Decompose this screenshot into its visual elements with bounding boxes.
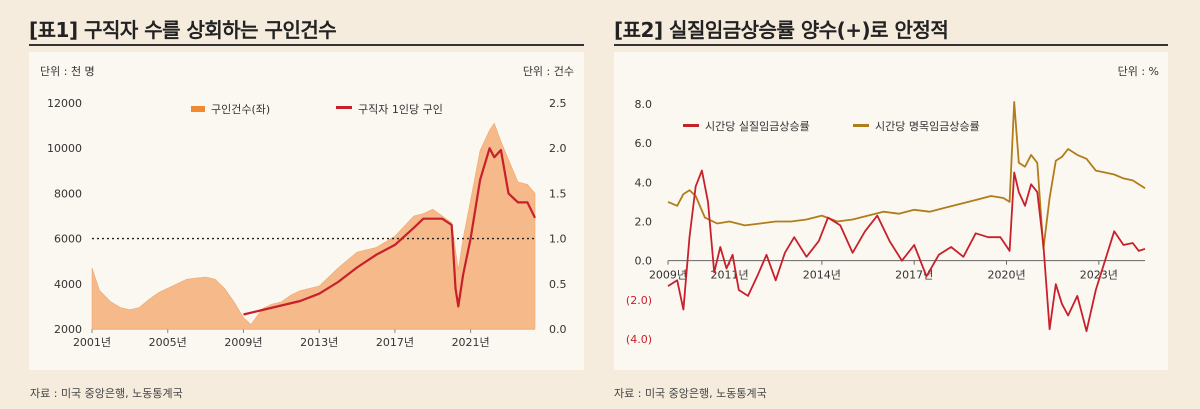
legend-swatch-nominal <box>853 124 869 127</box>
y-left-tick-label: 6000 <box>54 233 82 246</box>
chart-1-legend: 구인건수(좌) 구직자 1인당 구인 <box>191 103 443 116</box>
legend-label-nominal: 시간당 명목임금상승률 <box>875 120 980 133</box>
y-left-tick-label: 12000 <box>47 97 82 110</box>
chart-1-title-rule <box>29 44 584 46</box>
y-tick-label: 2.0 <box>635 216 653 229</box>
chart-1-plot <box>91 122 536 330</box>
chart-1-unit-left: 단위 : 천 명 <box>40 64 95 78</box>
x-tick-label: 2011년 <box>710 269 748 282</box>
x-tick-label: 2009년 <box>224 336 262 349</box>
y-tick-label: (2.0) <box>626 294 652 307</box>
legend-label-red: 구직자 1인당 구인 <box>358 103 443 116</box>
y-right-tick-label: 2.5 <box>549 97 567 110</box>
x-tick-label: 2017년 <box>895 269 933 282</box>
y-left-tick-label: 2000 <box>54 323 82 336</box>
series-line-nominal-wage-growth <box>667 101 1146 250</box>
x-tick-label: 2017년 <box>376 336 414 349</box>
chart-2-svg: 단위 : % 8.06.04.02.00.0(2.0)(4.0) 2009년 20… <box>626 65 1159 346</box>
y-right-tick-label: 1.0 <box>549 233 567 246</box>
y-right-tick-label: 0.5 <box>549 278 567 291</box>
chart-2-title-rule <box>614 44 1168 46</box>
chart-2-x-axis: 2009년 2011년 2014년 2017년 2020년 2023년 <box>649 260 1145 282</box>
y-right-tick-label: 2.0 <box>549 142 567 155</box>
chart-1-svg: 단위 : 천 명 단위 : 건수 12000 10000 8000 6000 4000 2… <box>40 64 574 349</box>
series-line-openings-per-seeker <box>243 147 536 316</box>
chart-1-title: [표1] 구직자 수를 상회하는 구인건수 <box>29 18 337 42</box>
x-tick-label: 2020년 <box>987 269 1025 282</box>
chart-2-legend: 시간당 실질임금상승률 시간당 명목임금상승률 <box>683 120 980 133</box>
chart-1-source: 자료 : 미국 중앙은행, 노동통계국 <box>30 387 183 400</box>
legend-label-area: 구인건수(좌) <box>211 103 270 116</box>
legend-swatch-red <box>336 106 352 109</box>
chart-1-unit-right: 단위 : 건수 <box>523 65 574 78</box>
y-right-tick-label: 0.0 <box>549 323 567 336</box>
chart-panel-1: [표1] 구직자 수를 상회하는 구인건수 단위 : 천 명 단위 : 건수 1… <box>0 0 595 409</box>
x-tick-label: 2014년 <box>803 269 841 282</box>
chart-2-box <box>614 52 1168 370</box>
chart-2-source: 자료 : 미국 중앙은행, 노동통계국 <box>614 387 767 400</box>
y-tick-label: 8.0 <box>635 98 653 111</box>
chart-2-title: [표2] 실질임금상승률 양수(+)로 안정적 <box>614 18 949 42</box>
x-tick-label: 2005년 <box>149 336 187 349</box>
y-left-tick-label: 8000 <box>54 187 82 200</box>
x-tick-label: 2021년 <box>452 336 490 349</box>
chart-1-x-axis: 2001년 2005년 2009년 2013년 2017년 2021년 <box>73 328 535 349</box>
series-line-real-wage-growth <box>667 169 1146 333</box>
y-left-tick-label: 10000 <box>47 142 82 155</box>
chart-panel-2: [표2] 실질임금상승률 양수(+)로 안정적 단위 : % 8.0 6.0 4.0… <box>600 0 1200 409</box>
y-right-tick-label: 1.5 <box>549 187 567 200</box>
x-tick-label: 2009년 <box>649 269 687 282</box>
x-tick-label: 2023년 <box>1080 269 1118 282</box>
chart-1-y-right-axis: 2.5 2.0 1.5 1.0 0.5 0.0 <box>549 97 567 336</box>
y-tick-label: (4.0) <box>626 333 652 346</box>
series-area-job-openings <box>91 122 536 330</box>
chart-2-plot <box>667 101 1146 333</box>
chart-2-y-axis: 8.0 6.0 4.0 2.0 0.0 (2.0) (4.0) <box>626 98 652 346</box>
legend-label-real: 시간당 실질임금상승률 <box>705 120 810 133</box>
legend-swatch-real <box>683 124 699 127</box>
y-tick-label: 4.0 <box>635 176 653 189</box>
chart-1-y-left-axis: 12000 10000 8000 6000 4000 2000 <box>47 97 82 336</box>
x-tick-label: 2001년 <box>73 336 111 349</box>
legend-swatch-area <box>191 106 205 112</box>
y-left-tick-label: 4000 <box>54 278 82 291</box>
chart-2-unit: 단위 : % <box>1118 65 1159 78</box>
y-tick-label: 6.0 <box>635 137 653 150</box>
x-tick-label: 2013년 <box>300 336 338 349</box>
y-tick-label: 0.0 <box>635 255 653 268</box>
